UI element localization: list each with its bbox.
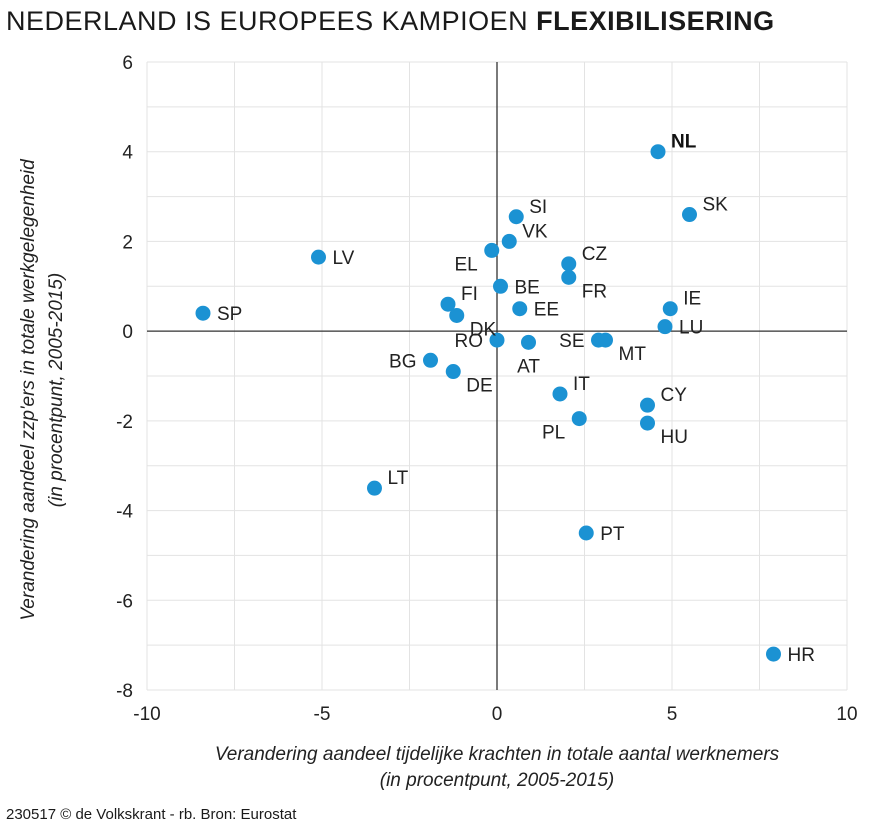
- y-axis-label-line2: (in procentpunt, 2005-2015): [46, 273, 67, 508]
- point-label: BG: [389, 351, 416, 372]
- point-label: SI: [529, 197, 547, 218]
- data-point: [657, 319, 673, 335]
- point-label: HU: [661, 427, 688, 448]
- y-tick-label: 2: [122, 232, 133, 253]
- data-point: [508, 209, 524, 225]
- point-label: NL: [671, 132, 697, 153]
- x-tick-label: -5: [314, 704, 331, 725]
- data-point: [311, 249, 326, 265]
- data-point: [561, 269, 577, 285]
- data-point: [552, 386, 568, 402]
- title-prefix: NEDERLAND IS EUROPEES KAMPIOEN: [6, 6, 529, 36]
- data-point: [682, 207, 697, 223]
- data-point: [440, 296, 456, 312]
- data-point: [445, 364, 461, 380]
- data-point: [640, 397, 655, 413]
- source-credit: 230517 © de Volkskrant - rb. Bron: Euros…: [6, 806, 297, 823]
- y-tick-label: -6: [116, 591, 133, 612]
- tick-labels: -10 -5 0 5 10 6 4 2 0 -2 -4 -6 -8: [116, 53, 857, 725]
- point-label: BE: [515, 277, 540, 298]
- point-label: IE: [683, 289, 701, 310]
- data-point: [449, 307, 465, 323]
- y-tick-label: 6: [122, 53, 133, 74]
- y-tick-label: -4: [116, 502, 133, 523]
- scatter-chart: -10 -5 0 5 10 6 4 2 0 -2 -4 -6 -8 NL SK SI VK EL CZ FR LV BE…: [18, 53, 858, 791]
- data-point: [493, 278, 508, 294]
- point-label: MT: [619, 344, 647, 365]
- data-point: [195, 305, 211, 321]
- data-point: [489, 332, 505, 348]
- point-label: DE: [466, 376, 492, 397]
- data-point: [501, 233, 517, 249]
- y-tick-label: 0: [122, 322, 133, 343]
- point-label: PT: [600, 524, 625, 545]
- point-label: SE: [559, 331, 584, 352]
- y-axis-label-line1: Verandering aandeel zzp'ers in totale we…: [18, 158, 39, 621]
- point-labels: NL SK SI VK EL CZ FR LV BE FI EE DK IE SP LU RO AT SE MT BG…: [217, 132, 815, 666]
- data-point: [640, 415, 655, 431]
- x-tick-label: 5: [667, 704, 678, 725]
- data-point: [598, 332, 613, 348]
- point-label: FR: [582, 281, 607, 302]
- point-label: HR: [788, 645, 815, 666]
- data-points: [195, 144, 781, 662]
- data-point: [423, 352, 438, 368]
- point-label: VK: [522, 221, 548, 242]
- title-bold: FLEXIBILISERING: [536, 6, 775, 36]
- y-tick-label: 4: [122, 143, 133, 164]
- data-point: [512, 301, 528, 317]
- point-label: AT: [517, 356, 540, 377]
- point-label: CZ: [582, 244, 608, 265]
- point-label: EE: [534, 300, 559, 321]
- x-tick-label: 10: [836, 704, 857, 725]
- x-tick-label: -10: [133, 704, 160, 725]
- y-tick-label: -8: [116, 681, 133, 702]
- point-label: PL: [542, 423, 565, 444]
- data-point: [578, 525, 594, 541]
- data-point: [766, 646, 781, 662]
- point-label: FI: [461, 284, 478, 305]
- x-axis-label-line2: (in procentpunt, 2005-2015): [380, 770, 615, 791]
- data-point: [571, 411, 587, 427]
- data-point: [650, 144, 666, 160]
- data-point: [484, 242, 500, 258]
- data-point: [367, 480, 382, 496]
- point-label: CY: [661, 385, 688, 406]
- point-label: DK: [470, 319, 497, 340]
- data-point: [662, 301, 678, 317]
- point-label: EL: [455, 254, 478, 275]
- y-tick-label: -2: [116, 412, 133, 433]
- point-label: LU: [679, 318, 703, 339]
- x-axis-label-line1: Verandering aandeel tijdelijke krachten …: [215, 744, 780, 765]
- point-label: SP: [217, 304, 242, 325]
- data-point: [521, 334, 536, 350]
- point-label: SK: [703, 195, 729, 216]
- data-point: [561, 256, 577, 272]
- x-tick-label: 0: [492, 704, 503, 725]
- point-label: IT: [573, 374, 590, 395]
- point-label: LT: [388, 468, 409, 489]
- chart-title: NEDERLAND IS EUROPEES KAMPIOEN FLEXIBILI…: [6, 6, 775, 37]
- zero-axes: [147, 62, 847, 690]
- point-label: LV: [333, 248, 355, 269]
- point-label: RO: [455, 331, 484, 352]
